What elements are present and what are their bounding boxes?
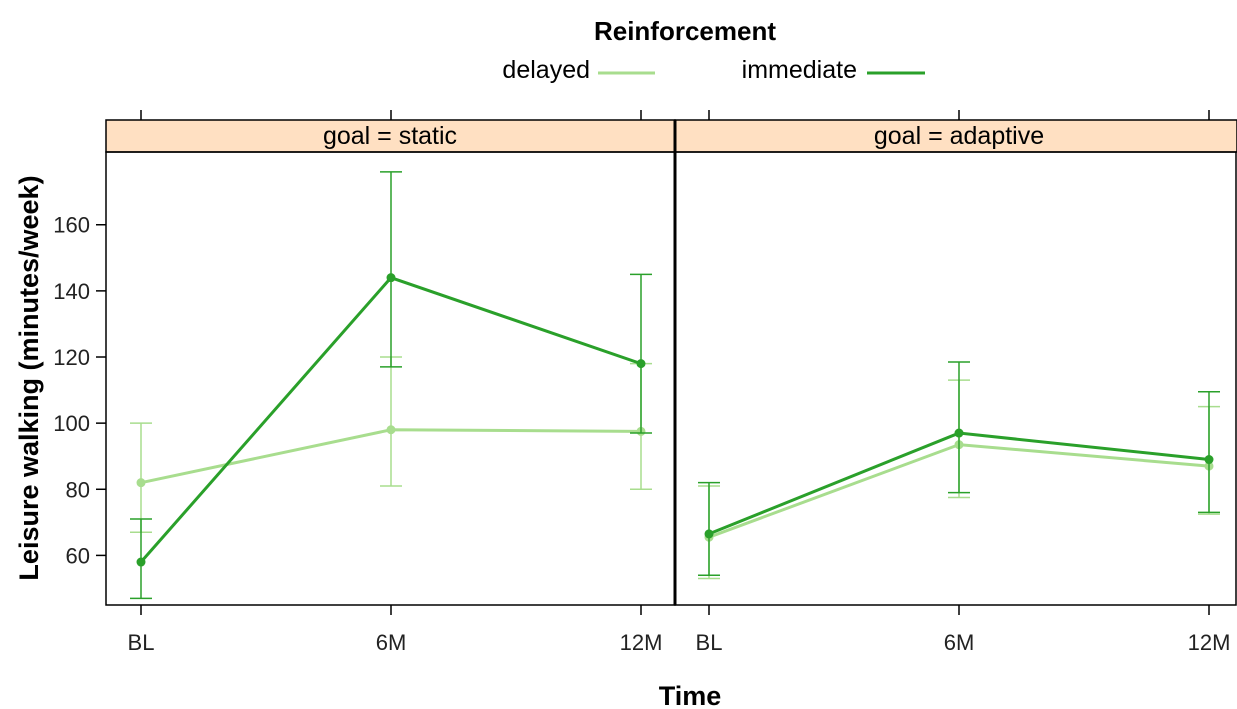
data-point-delayed	[136, 478, 146, 488]
panel-static-marks	[130, 171, 652, 600]
legend: Reinforcement delayed immediate	[502, 16, 925, 84]
data-point-immediate	[636, 359, 646, 369]
strip-label-static: goal = static	[323, 122, 457, 150]
panel-adaptive: goal = adaptive	[674, 119, 1237, 606]
x-axis-title: Time	[659, 681, 722, 709]
y-tick-label: 120	[53, 345, 90, 370]
data-point-immediate	[954, 428, 964, 438]
x-tick-label: BL	[128, 630, 155, 655]
y-tick-label: 140	[53, 279, 90, 304]
x-tick-label: 12M	[620, 630, 663, 655]
top-ticks	[140, 110, 1210, 120]
y-axis: 60 80 100 120 140 160	[53, 213, 106, 568]
x-tick-label: 6M	[944, 630, 975, 655]
legend-label-immediate: immediate	[742, 56, 857, 84]
x-tick-label: BL	[696, 630, 723, 655]
data-point-immediate	[704, 529, 714, 539]
strip-label-adaptive: goal = adaptive	[874, 122, 1044, 150]
data-point-immediate	[386, 273, 396, 283]
y-tick-label: 80	[66, 477, 90, 502]
x-tick-label: 6M	[376, 630, 407, 655]
legend-label-delayed: delayed	[502, 56, 590, 84]
data-point-immediate	[136, 557, 146, 567]
y-tick-label: 100	[53, 411, 90, 436]
strip-adaptive	[674, 119, 1237, 153]
panel-adaptive-marks	[698, 361, 1220, 580]
data-point-immediate	[1204, 455, 1214, 465]
panel-frame-adaptive	[674, 151, 1237, 606]
panel-static: goal = static	[105, 119, 676, 606]
y-tick-label: 160	[53, 213, 90, 238]
legend-title: Reinforcement	[594, 16, 776, 46]
y-tick-label: 60	[66, 543, 90, 568]
data-point-delayed	[386, 425, 396, 435]
x-tick-label: 12M	[1188, 630, 1231, 655]
y-axis-title: Leisure walking (minutes/week)	[14, 175, 44, 580]
x-axis: BL 6M 12M BL 6M 12M	[128, 605, 1231, 655]
